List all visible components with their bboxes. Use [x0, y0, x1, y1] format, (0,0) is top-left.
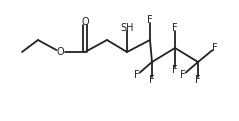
Text: F: F: [134, 70, 140, 80]
Text: F: F: [147, 15, 153, 25]
Text: SH: SH: [120, 23, 134, 33]
Text: F: F: [212, 43, 218, 53]
Text: F: F: [172, 65, 178, 75]
Text: O: O: [56, 47, 64, 57]
Text: O: O: [81, 17, 89, 27]
Text: F: F: [195, 75, 201, 85]
Text: F: F: [149, 75, 155, 85]
Text: F: F: [172, 23, 178, 33]
Text: F: F: [180, 70, 186, 80]
